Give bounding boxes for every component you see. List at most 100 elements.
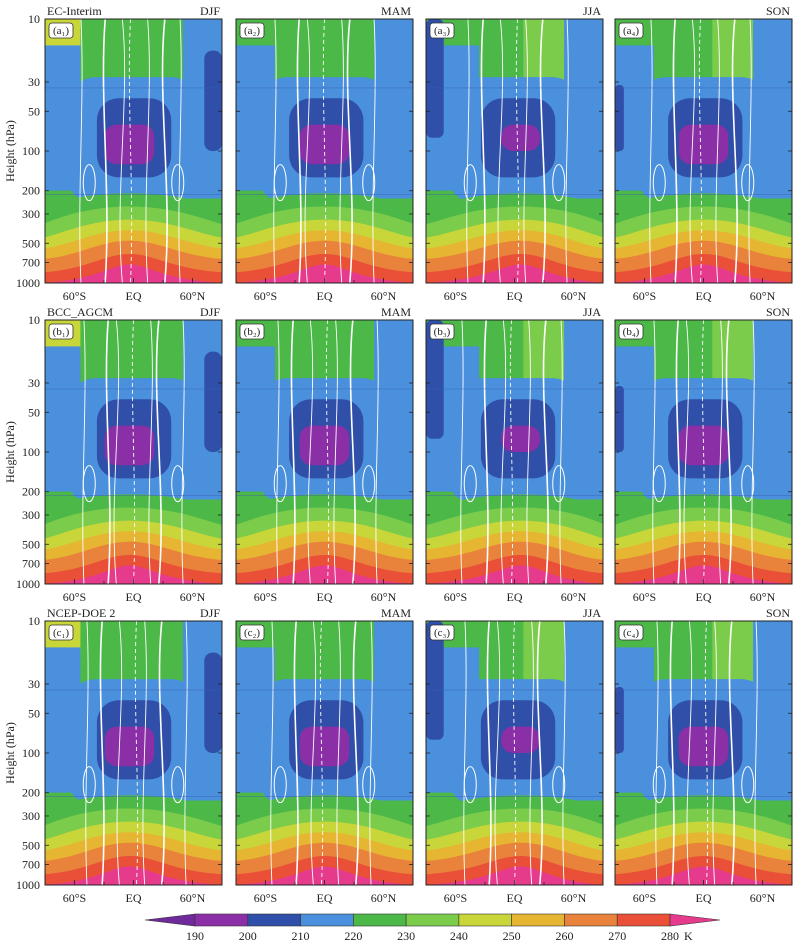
- panel-label-text: (a₁): [53, 25, 69, 37]
- wind-contours: [463, 19, 569, 283]
- season-label: DJF: [200, 606, 220, 620]
- season-label: SON: [766, 606, 790, 620]
- y-tick-label: 300: [22, 207, 40, 221]
- panel-label-text: (c₄): [623, 627, 639, 639]
- panel-1-3: (b₄) SON 60°S EQ 60°N: [614, 305, 793, 604]
- panel-label-text: (b₂): [244, 326, 261, 338]
- panel-label: (a₁): [48, 22, 74, 39]
- panel-grid: (a₁) DJF EC-Interim 60°S EQ 60°N 10 30 50 100 200 3…: [3, 4, 793, 905]
- panel-label: (b₄): [618, 323, 644, 340]
- x-tick-label: 60°S: [254, 590, 277, 604]
- colorbar-segment: [247, 913, 301, 927]
- x-tick-label: EQ: [126, 891, 142, 905]
- temperature-field: [426, 19, 603, 283]
- x-tick-label: 60°N: [371, 590, 397, 604]
- y-tick-label: 100: [22, 445, 40, 459]
- wind-contours: [82, 621, 188, 885]
- panel-0-1: (a₂) MAM 60°S EQ 60°N: [235, 4, 414, 303]
- panel-1-2: (b₃) JJA 60°S EQ 60°N: [425, 305, 604, 604]
- temperature-field: [45, 19, 222, 283]
- x-tick-label: EQ: [126, 590, 142, 604]
- colorbar-segment: [405, 913, 460, 927]
- colorbar-segment: [511, 913, 565, 927]
- temperature-field: [615, 320, 792, 584]
- x-tick-label: 60°S: [444, 590, 467, 604]
- x-tick-label: EQ: [126, 289, 142, 303]
- x-tick-label: 60°S: [63, 590, 86, 604]
- colorbar-segment: [458, 913, 512, 927]
- x-tick-label: 60°N: [561, 891, 587, 905]
- panel-label: (b₂): [239, 323, 265, 340]
- y-tick-label: 300: [22, 508, 40, 522]
- wind-contours: [649, 19, 755, 283]
- y-tick-label: 100: [22, 144, 40, 158]
- season-label: MAM: [381, 305, 411, 319]
- y-tick-label: 700: [22, 256, 40, 270]
- wind-contours: [652, 320, 755, 584]
- y-axis-label: Height (hPa): [3, 120, 17, 182]
- panel-2-2: (c₃) JJA 60°S EQ 60°N: [425, 606, 604, 905]
- panel-0-2: (a₃) JJA 60°S EQ 60°N: [425, 4, 604, 303]
- season-label: JJA: [583, 4, 601, 18]
- season-label: JJA: [583, 305, 601, 319]
- panel-label-text: (c₂): [244, 627, 260, 639]
- x-tick-label: 60°N: [180, 891, 206, 905]
- y-tick-label: 50: [28, 706, 40, 720]
- season-label: MAM: [381, 4, 411, 18]
- season-label: MAM: [381, 606, 411, 620]
- y-tick-label: 200: [22, 485, 40, 499]
- temperature-field: [236, 320, 413, 584]
- panel-label-text: (c₁): [53, 627, 69, 639]
- y-tick-label: 100: [22, 746, 40, 760]
- x-tick-label: 60°N: [561, 590, 587, 604]
- x-tick-label: 60°S: [254, 891, 277, 905]
- x-tick-label: 60°S: [254, 289, 277, 303]
- panel-label-text: (a₄): [623, 25, 639, 37]
- temperature-field: [236, 19, 413, 283]
- season-label: SON: [766, 305, 790, 319]
- y-tick-label: 700: [22, 557, 40, 571]
- wind-contours: [460, 320, 566, 584]
- season-label: SON: [766, 4, 790, 18]
- x-tick-label: 60°N: [180, 590, 206, 604]
- temperature-field: [426, 621, 603, 885]
- colorbar-tick-label: 280: [661, 929, 679, 943]
- y-tick-label: 1000: [16, 878, 40, 892]
- y-tick-label: 1000: [16, 276, 40, 290]
- colorbar-tick-label: 270: [608, 929, 626, 943]
- temperature-field: [45, 320, 222, 584]
- colorbar-tick-label: 250: [503, 929, 521, 943]
- wind-contours: [652, 621, 758, 885]
- x-tick-label: 60°N: [750, 891, 776, 905]
- x-tick-label: EQ: [696, 891, 712, 905]
- panel-label: (c₃): [429, 624, 455, 641]
- colorbar-segment: [194, 913, 249, 927]
- x-tick-label: EQ: [317, 289, 333, 303]
- panel-0-3: (a₄) SON 60°S EQ 60°N: [614, 4, 793, 303]
- row-title: EC-Interim: [47, 4, 102, 18]
- panel-label: (b₃): [429, 323, 455, 340]
- colorbar-segment: [564, 913, 618, 927]
- panel-1-0: (b₁) DJF BCC_AGCM 60°S EQ 60°N 10 30 50 100 200 300…: [3, 305, 223, 604]
- y-tick-label: 500: [22, 537, 40, 551]
- temperature-field: [615, 621, 792, 885]
- panel-label: (b₁): [48, 323, 74, 340]
- colorbar-max-extend: [669, 913, 721, 927]
- wind-contours: [270, 621, 376, 885]
- panel-2-0: (c₁) DJF NCEP-DOE 2 60°S EQ 60°N 10 30 50 100 200 3…: [3, 606, 223, 905]
- colorbar-min-extend: [144, 913, 196, 927]
- panel-2-1: (c₂) MAM 60°S EQ 60°N: [235, 606, 414, 905]
- wind-contours: [79, 19, 185, 283]
- y-tick-label: 30: [28, 677, 40, 691]
- y-tick-label: 10: [28, 614, 40, 628]
- x-tick-label: 60°N: [371, 289, 397, 303]
- season-label: DJF: [200, 305, 220, 319]
- y-tick-label: 200: [22, 184, 40, 198]
- x-tick-label: 60°N: [561, 289, 587, 303]
- x-tick-label: EQ: [317, 891, 333, 905]
- panel-label-text: (b₄): [623, 326, 640, 338]
- x-tick-label: 60°S: [633, 891, 656, 905]
- colorbar-tick-label: 190: [186, 929, 204, 943]
- colorbar-segment: [353, 913, 407, 927]
- x-tick-label: 60°S: [63, 891, 86, 905]
